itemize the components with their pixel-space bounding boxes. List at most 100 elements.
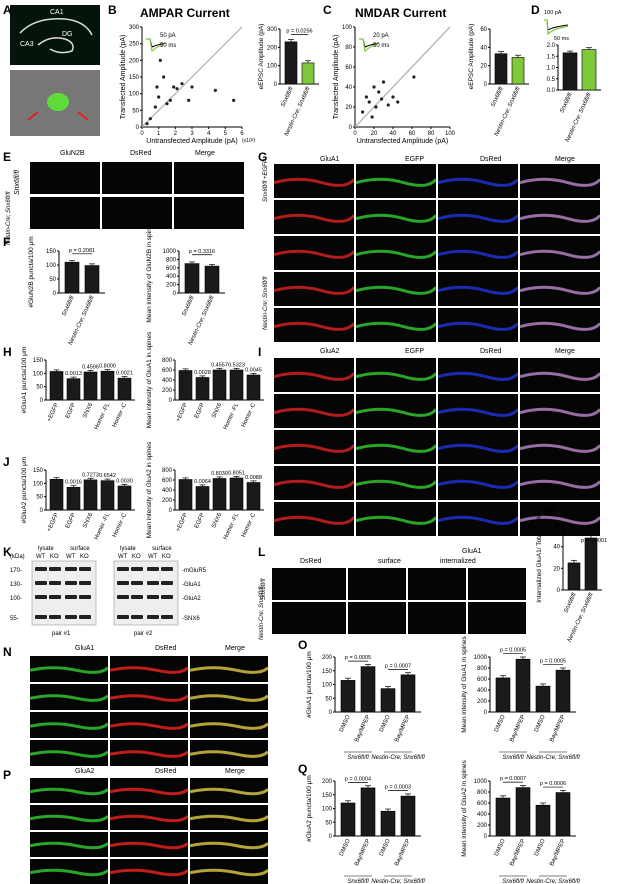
y-tick-label: 0: [169, 398, 173, 404]
y-tick-label: 0: [53, 291, 57, 297]
scale-y-label: 50 pA: [160, 33, 176, 39]
dendrite: [30, 787, 108, 796]
panel-h-bars-1: 0 50 100 150 +EGFP 0.0013 EGFP 0.4596 SNX6 0.8000…: [21, 347, 135, 431]
dendrite: [274, 285, 354, 295]
x-tick-label: DMSO: [494, 714, 507, 733]
blot-band: [161, 595, 173, 599]
dendrite: [110, 750, 188, 758]
bar: [212, 369, 227, 401]
x-tick-label: DMSO: [379, 838, 392, 857]
dendrite: [30, 868, 108, 877]
dendrite-signal: [190, 814, 268, 823]
micrograph-tile: [520, 502, 600, 536]
p-value: 0.8000: [99, 364, 116, 370]
p-value: p = 0.2081: [69, 248, 95, 254]
dendrite: [438, 321, 518, 331]
dendrite-signal: [110, 841, 188, 850]
dendrite: [110, 814, 188, 823]
micrograph-tile: [190, 712, 268, 738]
bar: [340, 802, 356, 837]
y-tick-label: 50: [325, 820, 332, 826]
bar: [535, 804, 551, 837]
dendrite: [520, 371, 600, 381]
group-label: Nestin-Cre; Snx6fl/fl: [371, 755, 425, 761]
dendrite-signal: [356, 371, 436, 381]
y-tick-label: 40: [480, 45, 487, 51]
x-tick-label: EGFP: [194, 402, 206, 419]
p-value: 0.0088: [245, 475, 262, 481]
dendrite-signal: [520, 371, 600, 381]
dendrite-signal: [520, 177, 600, 187]
dendrite: [438, 371, 518, 381]
panel-label-c: C: [323, 3, 332, 17]
dendrite-signal: [438, 177, 518, 187]
data-point: [361, 110, 365, 114]
x-tick-label: 4: [207, 131, 211, 137]
bar: [581, 49, 597, 91]
x-tick-label: Homer -FL: [223, 402, 241, 431]
x-tick-label: Bay/MPEP: [509, 714, 527, 743]
dendrite-signal: [438, 515, 518, 525]
e-col-dsred: DsRed: [130, 150, 152, 157]
panel-j-bars-2: 0 200 400 600 800 +EGFP 0.0064 EGFP 0.8030 SNX6 0.…: [146, 441, 264, 541]
x-tick-label: Bay/MPEP: [354, 714, 372, 743]
dendrite-signal: [356, 407, 436, 417]
dendrite-signal: [520, 321, 600, 331]
l-img-surface-1: [348, 568, 406, 600]
bar: [204, 265, 220, 294]
x-tick-label: Snx6fl/fl: [490, 86, 505, 108]
blot-band: [147, 615, 159, 619]
dendrite: [190, 841, 268, 850]
y-tick-label: 800: [162, 468, 173, 474]
bar: [515, 787, 531, 837]
dendrite-signal: [520, 443, 600, 453]
dendrite: [438, 177, 518, 187]
p-value: 0.8030: [211, 471, 228, 477]
panel-label-i: I: [258, 345, 262, 359]
y-tick-label: 0.0: [547, 88, 556, 94]
y-axis-label: #GluN2B puncta/100 μm: [28, 236, 35, 307]
bar: [184, 263, 200, 294]
y-tick-label: 600: [166, 266, 177, 272]
lane-label: WT: [148, 554, 158, 560]
y-tick-label: 50: [36, 385, 43, 391]
y-tick-label: 150: [129, 75, 140, 81]
panel-label-g: G: [258, 150, 268, 164]
bar: [66, 378, 81, 401]
data-point: [158, 58, 162, 62]
y-tick-label: 200: [322, 779, 333, 785]
micrograph-tile: [110, 656, 188, 682]
p-value: 0.0064: [194, 479, 211, 485]
dendrite: [438, 407, 518, 417]
panel-label-e: E: [3, 150, 12, 164]
band-label: -GluA1: [182, 582, 201, 588]
micrograph-tile: [520, 236, 600, 270]
dendrite-signal: [30, 841, 108, 850]
y-tick-label: 0: [329, 834, 333, 840]
micrograph-tile: [274, 502, 354, 536]
dendrite: [356, 479, 436, 489]
blot-band: [147, 595, 159, 599]
y-tick-label: 600: [477, 801, 488, 807]
l-img-int-1: [408, 568, 466, 600]
dendrite-signal: [356, 213, 436, 223]
blot-band: [65, 567, 77, 571]
blot-band: [147, 567, 159, 571]
dendrite-signal: [190, 868, 268, 877]
p-value: 0.0016: [65, 480, 82, 486]
panel-b-scatter: 0 1 2 3 4 5 6 0 50 100 150 200 250 300 Untransfected A…: [120, 25, 255, 145]
x-tick-label: SNX6: [82, 402, 94, 419]
y-tick-label: 40: [345, 85, 352, 91]
x-tick-label: Bay/MPEP: [549, 838, 567, 867]
y-tick-label: 20: [553, 566, 560, 572]
p-value: 0.8051: [228, 470, 245, 476]
micrograph-tile: [520, 308, 600, 342]
dendrite: [190, 666, 268, 674]
p-value: p = 0.0007: [500, 776, 526, 782]
blot-band: [35, 581, 47, 585]
group-label: Nestin-Cre; Snx6fl/fl: [526, 755, 580, 761]
dendrite-signal: [274, 515, 354, 525]
dendrite: [30, 814, 108, 823]
y-tick-label: 60: [345, 65, 352, 71]
